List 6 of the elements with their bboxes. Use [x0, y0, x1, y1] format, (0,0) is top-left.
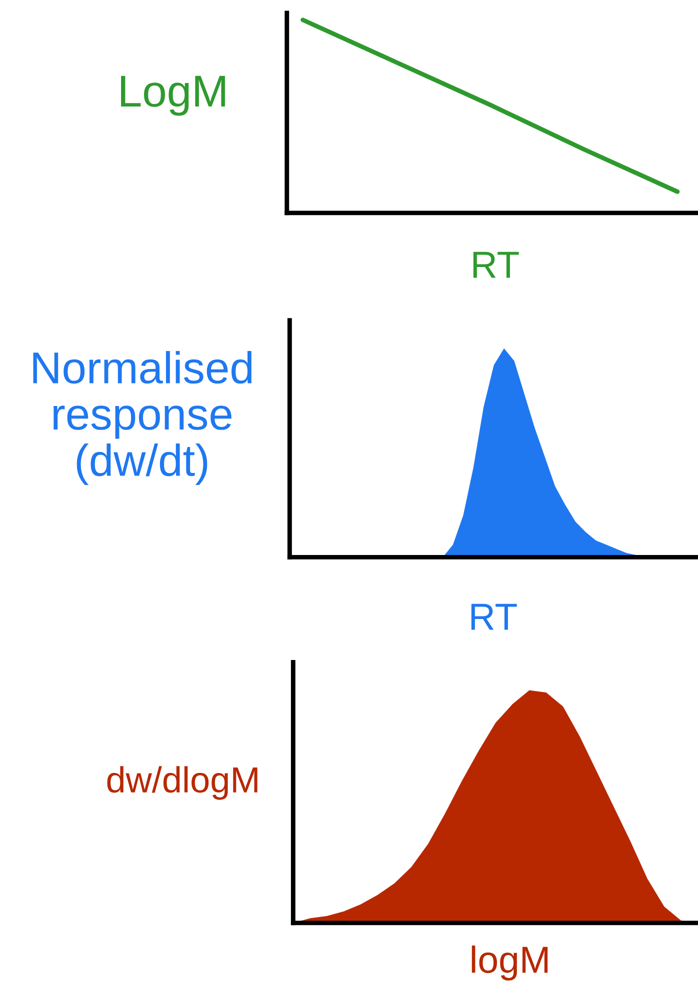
y-axis-title: Normalised response (dw/dt) — [33, 351, 252, 485]
y-axis-title: LogM — [121, 76, 225, 116]
x-axis-title: logM — [472, 946, 548, 980]
y-axis-title: dw/dlogM — [107, 766, 258, 800]
x-axis-title: RT — [471, 604, 517, 630]
x-axis-title: RT — [473, 252, 519, 278]
